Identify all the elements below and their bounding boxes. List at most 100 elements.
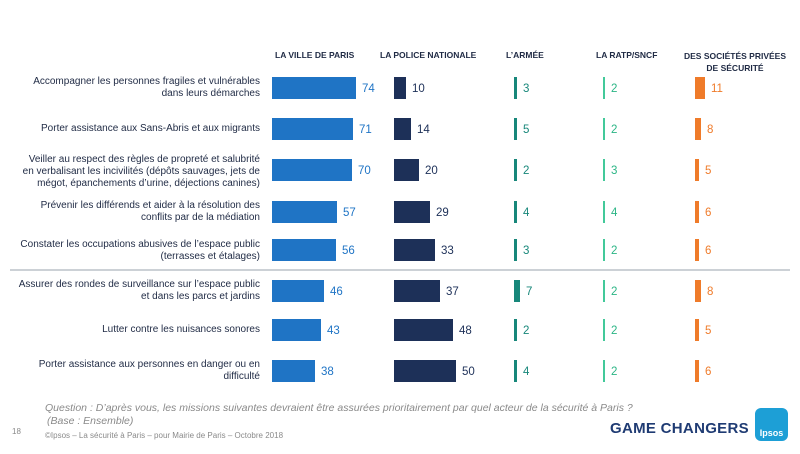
page-number: 18 — [12, 427, 21, 436]
value-label-l-armee-row2: 5 — [523, 124, 529, 136]
value-label-la-ville-de-paris-row7: 43 — [327, 325, 340, 337]
row-label-line: (terrasses et étalages) — [160, 251, 261, 262]
bar-des-societes-privees-de-securite-row8 — [695, 360, 699, 382]
bar-l-armee-row7 — [514, 319, 517, 341]
row-label-2: Porter assistance aux Sans-Abris et aux … — [10, 115, 260, 143]
bar-la-ville-de-paris-row6 — [272, 280, 324, 302]
bar-l-armee-row6 — [514, 280, 520, 302]
value-label-la-police-nationale-row1: 10 — [412, 83, 425, 95]
header-police: La police nationale — [380, 50, 477, 60]
bar-la-ratp-sncf-row6 — [603, 280, 605, 302]
row-label-line: Accompagner les personnes fragiles et vu… — [33, 76, 260, 87]
row-label-7: Lutter contre les nuisances sonores — [10, 316, 260, 344]
bar-la-ratp-sncf-row3 — [603, 159, 605, 181]
value-label-la-ville-de-paris-row5: 56 — [342, 245, 355, 257]
value-label-la-ville-de-paris-row6: 46 — [330, 286, 343, 298]
bar-l-armee-row4 — [514, 201, 517, 223]
value-label-l-armee-row1: 3 — [523, 83, 529, 95]
bar-des-societes-privees-de-securite-row7 — [695, 319, 699, 341]
brand-tagline: GAME CHANGERS — [610, 420, 749, 437]
header-ville: La ville de Paris — [275, 50, 355, 60]
value-label-des-societes-privees-de-securite-row4: 6 — [705, 207, 711, 219]
bar-l-armee-row8 — [514, 360, 517, 382]
row-label-line: Lutter contre les nuisances sonores — [102, 324, 260, 335]
question-line: Question : D’après vous, les missions su… — [45, 402, 633, 414]
value-label-la-ratp-sncf-row2: 2 — [611, 124, 617, 136]
bar-la-police-nationale-row7 — [394, 319, 453, 341]
value-label-l-armee-row3: 2 — [523, 165, 529, 177]
bar-la-ville-de-paris-row2 — [272, 118, 353, 140]
value-label-la-ratp-sncf-row1: 2 — [611, 83, 617, 95]
row-label-line: Veiller au respect des règles de propret… — [28, 154, 260, 165]
bar-des-societes-privees-de-securite-row1 — [695, 77, 705, 99]
bar-la-ratp-sncf-row7 — [603, 319, 605, 341]
value-label-la-ratp-sncf-row4: 4 — [611, 207, 618, 219]
value-label-la-ratp-sncf-row8: 2 — [611, 366, 617, 378]
value-label-l-armee-row7: 2 — [523, 325, 529, 337]
row-label-line: conflits par de la médiation — [141, 212, 260, 223]
bar-la-ville-de-paris-row8 — [272, 360, 315, 382]
bar-l-armee-row3 — [514, 159, 517, 181]
bar-la-ville-de-paris-row7 — [272, 319, 321, 341]
bar-la-police-nationale-row3 — [394, 159, 419, 181]
row-label-6: Assurer des rondes de surveillance sur l… — [10, 274, 260, 308]
header-privees: Des sociétés privées de sécurité — [676, 50, 794, 74]
bar-la-police-nationale-row5 — [394, 239, 435, 261]
bar-la-ratp-sncf-row8 — [603, 360, 605, 382]
bar-l-armee-row5 — [514, 239, 517, 261]
bar-la-ratp-sncf-row5 — [603, 239, 605, 261]
bar-la-police-nationale-row6 — [394, 280, 440, 302]
row-label-line: Prévenir les différends et aider à la ré… — [40, 200, 260, 211]
value-label-la-police-nationale-row5: 33 — [441, 245, 454, 257]
value-label-l-armee-row5: 3 — [523, 245, 529, 257]
value-label-des-societes-privees-de-securite-row2: 8 — [707, 124, 713, 136]
header-privees-line1: Des sociétés privées — [683, 51, 787, 61]
value-label-la-ville-de-paris-row1: 74 — [362, 83, 375, 95]
bar-la-police-nationale-row4 — [394, 201, 430, 223]
value-label-l-armee-row8: 4 — [523, 366, 530, 378]
value-label-des-societes-privees-de-securite-row1: 11 — [711, 83, 723, 95]
bar-la-ville-de-paris-row5 — [272, 239, 336, 261]
copyright: ©Ipsos – La sécurité à Paris – pour Mair… — [45, 431, 284, 440]
value-label-la-ratp-sncf-row5: 2 — [611, 245, 617, 257]
row-label-8: Porter assistance aux personnes en dange… — [10, 354, 260, 388]
row-label-line: difficulté — [223, 371, 260, 382]
bar-la-police-nationale-row1 — [394, 77, 406, 99]
row-label-line: et dans les parcs et jardins — [141, 291, 260, 302]
row-label-5: Constater les occupations abusives de l’… — [10, 236, 260, 266]
value-label-des-societes-privees-de-securite-row3: 5 — [705, 165, 711, 177]
value-label-la-police-nationale-row7: 48 — [459, 325, 472, 337]
header-ratp: La RATP/SNCF — [596, 50, 658, 60]
bar-des-societes-privees-de-securite-row5 — [695, 239, 699, 261]
bar-la-ville-de-paris-row4 — [272, 201, 337, 223]
value-label-des-societes-privees-de-securite-row7: 5 — [705, 325, 711, 337]
bar-la-ratp-sncf-row2 — [603, 118, 605, 140]
bar-des-societes-privees-de-securite-row2 — [695, 118, 701, 140]
row-label-line: Constater les occupations abusives de l’… — [20, 239, 260, 250]
row-label-line: mégot, épanchements d’urine, déjections … — [37, 178, 260, 189]
row-label-line: en verbalisant les incivilités (dépôts s… — [22, 166, 260, 177]
value-label-des-societes-privees-de-securite-row8: 6 — [705, 366, 711, 378]
value-label-la-ville-de-paris-row2: 71 — [359, 124, 372, 136]
value-label-la-ville-de-paris-row8: 38 — [321, 366, 334, 378]
value-label-la-police-nationale-row2: 14 — [417, 124, 430, 136]
bar-l-armee-row2 — [514, 118, 517, 140]
row-label-4: Prévenir les différends et aider à la ré… — [10, 195, 260, 229]
bar-la-ville-de-paris-row3 — [272, 159, 352, 181]
value-label-l-armee-row4: 4 — [523, 207, 530, 219]
bar-l-armee-row1 — [514, 77, 517, 99]
value-label-la-police-nationale-row4: 29 — [436, 207, 449, 219]
row-label-1: Accompagner les personnes fragiles et vu… — [10, 72, 260, 104]
value-label-la-police-nationale-row6: 37 — [446, 286, 459, 298]
value-label-des-societes-privees-de-securite-row6: 8 — [707, 286, 713, 298]
value-label-la-ville-de-paris-row4: 57 — [343, 207, 356, 219]
ipsos-logo-text: Ipsos — [759, 428, 784, 438]
row-label-line: Assurer des rondes de surveillance sur l… — [18, 279, 260, 290]
value-label-des-societes-privees-de-securite-row5: 6 — [705, 245, 711, 257]
bar-des-societes-privees-de-securite-row3 — [695, 159, 699, 181]
row-label-line: Porter assistance aux personnes en dange… — [38, 359, 260, 370]
bar-des-societes-privees-de-securite-row6 — [695, 280, 701, 302]
bar-la-ratp-sncf-row1 — [603, 77, 605, 99]
bar-des-societes-privees-de-securite-row4 — [695, 201, 699, 223]
row-label-line: dans leurs démarches — [161, 88, 260, 99]
